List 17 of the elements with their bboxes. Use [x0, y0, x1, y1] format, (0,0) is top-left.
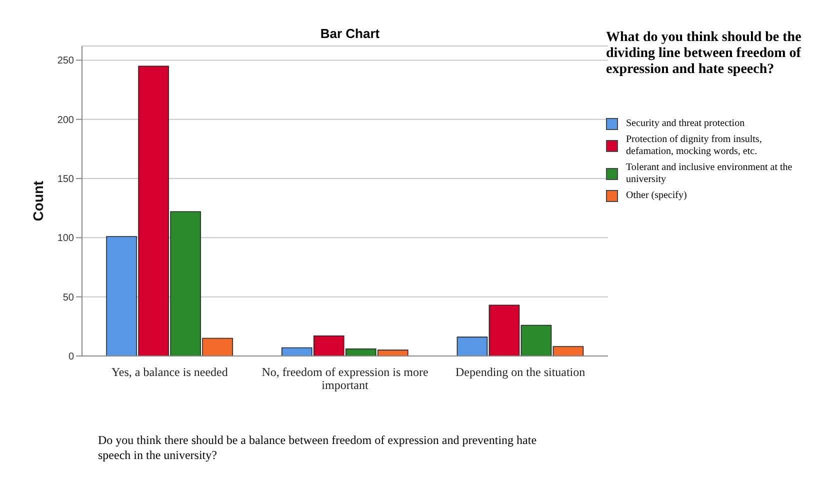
- y-tick-label: 0: [68, 352, 74, 363]
- y-tick-label: 50: [62, 292, 74, 304]
- y-tick-label: 100: [57, 233, 74, 244]
- x-tick-label: Yes, a balance is needed: [110, 365, 229, 379]
- legend-label: Tolerant and inclusive environment at the university: [626, 162, 794, 186]
- legend-title: What do you think should be the dividing line between freedom of expression and hate speech?: [606, 30, 802, 78]
- y-tick-label: 200: [57, 114, 74, 126]
- legend-label: Security and threat protection: [626, 118, 745, 130]
- y-axis-title: Count: [30, 180, 46, 222]
- chart-title: Bar Chart: [320, 26, 380, 41]
- x-tick-label: No, freedom of expression is more important: [260, 365, 430, 392]
- x-tick-label: Depending on the situation: [454, 365, 586, 379]
- legend-label: Other (specify): [626, 190, 687, 202]
- x-axis-title: Do you think there should be a balance between freedom of expression and preventing hate speech in the university?: [98, 433, 538, 463]
- y-tick-label: 250: [57, 56, 74, 67]
- legend-label: Protection of dignity from insults, defamation, mocking words, etc.: [626, 134, 763, 158]
- y-tick-label: 150: [57, 174, 74, 186]
